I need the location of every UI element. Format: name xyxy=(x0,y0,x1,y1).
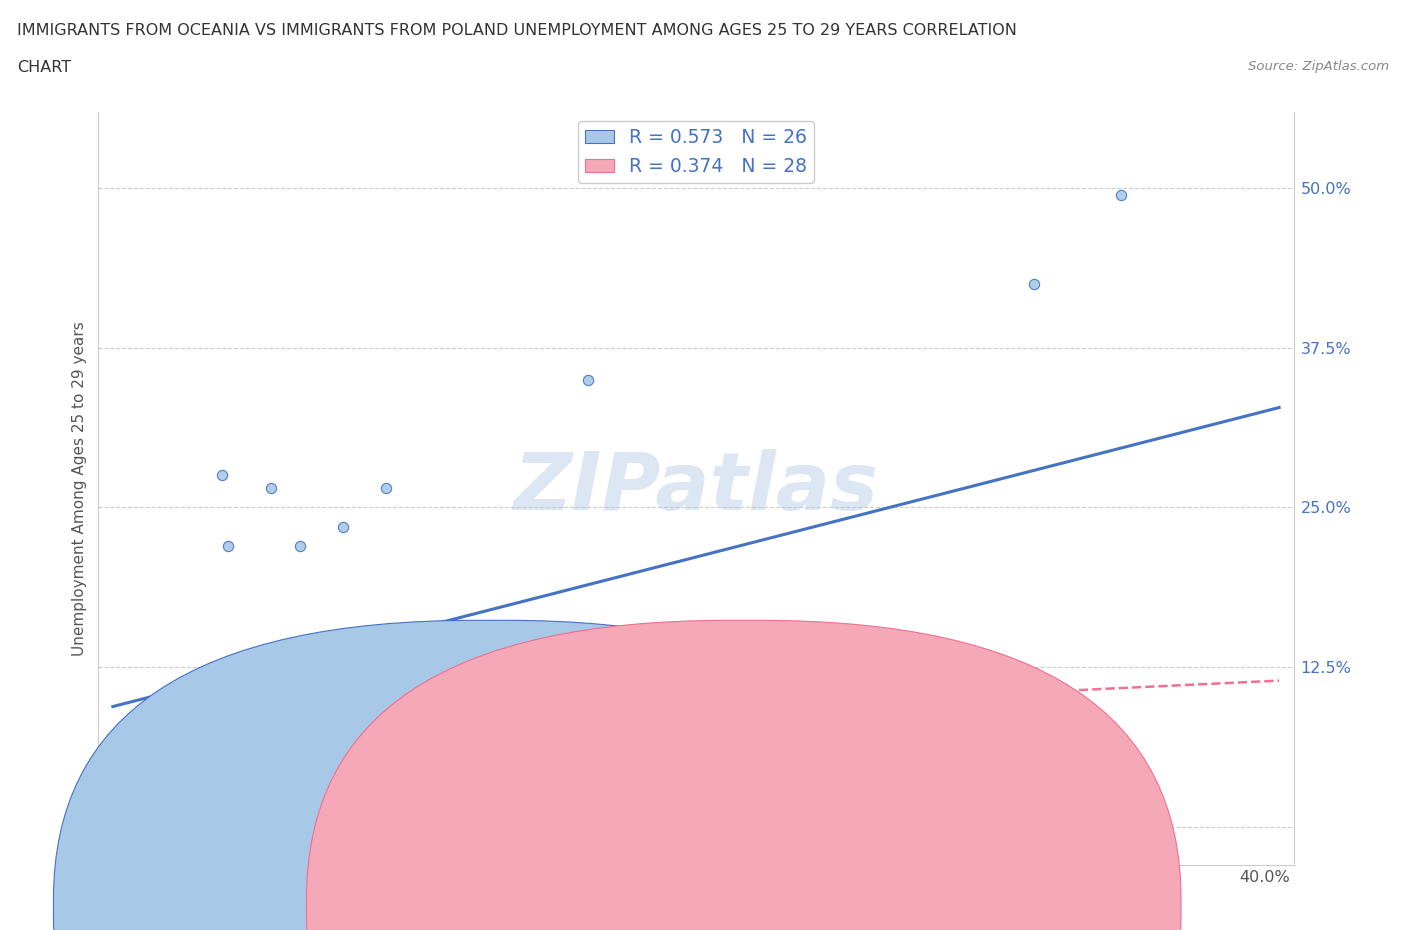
Point xyxy=(678,685,700,700)
Point xyxy=(922,698,945,712)
Text: CHART: CHART xyxy=(17,60,70,75)
Y-axis label: Unemployment Among Ages 25 to 29 years: Unemployment Among Ages 25 to 29 years xyxy=(72,321,87,656)
Point xyxy=(145,740,167,755)
Point xyxy=(139,737,162,751)
Point xyxy=(211,468,233,483)
Point xyxy=(477,634,499,649)
Point xyxy=(202,745,225,760)
Point xyxy=(165,711,187,725)
Text: IMMIGRANTS FROM OCEANIA VS IMMIGRANTS FROM POLAND UNEMPLOYMENT AMONG AGES 25 TO : IMMIGRANTS FROM OCEANIA VS IMMIGRANTS FR… xyxy=(17,23,1017,38)
Text: ZIPatlas: ZIPatlas xyxy=(513,449,879,527)
Point xyxy=(159,749,181,764)
Point xyxy=(188,730,211,745)
Point xyxy=(1038,698,1060,712)
Point xyxy=(136,730,159,745)
Point xyxy=(1024,276,1046,291)
Point xyxy=(837,755,859,770)
Legend: R = 0.573   N = 26, R = 0.374   N = 28: R = 0.573 N = 26, R = 0.374 N = 28 xyxy=(578,121,814,183)
Point xyxy=(165,732,187,747)
Point xyxy=(125,737,148,751)
Text: Immigrants from Oceania: Immigrants from Oceania xyxy=(510,900,706,915)
Point xyxy=(533,698,555,712)
Point xyxy=(735,762,758,777)
Point xyxy=(194,737,217,751)
Point xyxy=(194,714,217,729)
Point xyxy=(145,717,167,732)
Point xyxy=(131,714,153,729)
Point xyxy=(576,372,599,387)
Point xyxy=(211,711,233,725)
Point xyxy=(419,762,441,777)
Point xyxy=(821,724,844,738)
Point xyxy=(183,742,205,757)
Point xyxy=(260,720,283,735)
Point xyxy=(749,724,772,738)
Point xyxy=(332,519,354,534)
Point xyxy=(153,717,176,732)
Point xyxy=(159,737,181,751)
Point xyxy=(231,732,253,747)
Point xyxy=(125,724,148,738)
Point xyxy=(288,538,311,553)
Point xyxy=(183,717,205,732)
Point xyxy=(779,762,801,777)
Point xyxy=(346,659,368,674)
Point xyxy=(288,727,311,742)
Text: Immigrants from Poland: Immigrants from Poland xyxy=(763,900,948,915)
Point xyxy=(678,762,700,777)
Point xyxy=(173,724,195,738)
Point xyxy=(153,730,176,745)
Point xyxy=(173,724,195,738)
Point xyxy=(260,481,283,496)
Text: Source: ZipAtlas.com: Source: ZipAtlas.com xyxy=(1249,60,1389,73)
Point xyxy=(576,740,599,755)
Point xyxy=(202,727,225,742)
Point xyxy=(1109,187,1132,202)
Point xyxy=(375,481,398,496)
Point xyxy=(217,538,239,553)
Point xyxy=(447,621,470,636)
Point xyxy=(115,724,138,738)
Point xyxy=(131,742,153,757)
Point xyxy=(375,711,398,725)
Point xyxy=(318,749,340,764)
